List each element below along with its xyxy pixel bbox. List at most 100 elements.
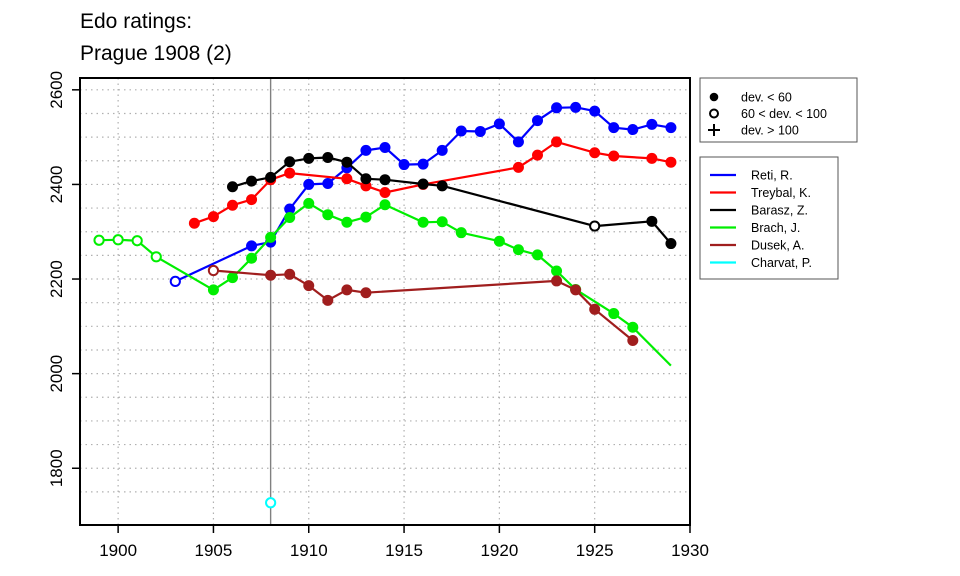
data-point [360,144,372,156]
y-tick-label: 2200 [47,260,66,298]
data-point [188,217,200,229]
data-point [570,101,582,113]
data-point [227,199,238,211]
data-point [646,118,658,130]
data-point-open [589,220,601,232]
data-point [227,181,238,193]
x-tick-label: 1910 [290,541,328,560]
data-point [341,173,353,185]
data-point [608,122,620,134]
legend-symbol-label: dev. > 100 [741,124,799,138]
x-tick-label: 1915 [385,541,423,560]
x-tick-label: 1930 [671,541,709,560]
series-legend-box [699,156,839,280]
data-point [417,178,429,190]
data-point [436,144,448,156]
data-point [360,173,372,185]
data-point-open [150,251,162,263]
legend-series-label: Barasz, Z. [751,204,808,218]
data-point-open [93,234,105,246]
data-point-open [207,264,220,277]
data-point [570,284,582,296]
data-point-open [131,235,143,247]
data-point [207,211,219,223]
data-point [265,269,277,281]
data-point [608,308,620,320]
data-point [532,149,543,161]
data-point [532,115,543,127]
data-point [665,122,677,134]
data-point [322,294,334,306]
data-point [207,284,219,296]
y-tick-label: 2000 [47,355,66,393]
legend-symbol-label: dev. < 60 [741,91,792,105]
data-point [284,212,296,224]
data-point [246,240,258,252]
legend-symbol-filled-circle [709,92,719,102]
data-point [627,335,639,347]
data-point [379,174,391,186]
legend-symbol-plus [708,124,720,136]
data-point [551,136,563,148]
data-point [284,156,296,168]
data-point-open [265,497,277,509]
x-tick-label: 1900 [99,541,137,560]
data-point [551,102,563,114]
data-point [379,199,391,211]
data-point [646,215,658,227]
data-point [608,150,620,162]
data-point [512,136,524,148]
data-point [646,152,658,164]
legends: dev. < 60 60 < dev. < 100 dev. > 100 Reti, … [699,77,858,280]
data-point [284,268,296,280]
data-point [322,177,334,189]
data-point [455,125,467,137]
legend-series-label: Brach, J. [751,221,800,235]
data-point [303,280,315,292]
series-layer [93,101,677,509]
series-line [213,269,634,342]
data-point [589,147,601,159]
data-point [303,178,315,190]
data-point-open [112,234,124,246]
data-point [246,175,258,187]
legend-symbol-label: 60 < dev. < 100 [741,107,827,121]
data-point [398,159,410,171]
axes: 1900 1905 1910 1915 1920 1925 1930 1800 2000 2200… [47,71,709,560]
data-point [341,216,353,228]
x-tick-label: 1905 [195,541,233,560]
data-point [493,118,505,130]
series-line [99,202,672,367]
symbol-legend-box [699,77,858,143]
data-point [341,156,353,168]
data-point [284,167,296,179]
data-point [436,180,448,192]
data-point [455,227,467,239]
legend-symbol-open-circle [709,108,719,119]
data-point [665,156,677,168]
data-point [474,125,486,137]
y-tick-label: 2600 [47,71,66,109]
legend-series-label: Reti, R. [751,169,793,183]
data-point [532,249,543,261]
y-tick-label: 1800 [47,449,66,487]
data-point [246,252,258,264]
data-point [341,284,353,296]
data-point [589,303,601,315]
data-point-open [169,275,181,287]
data-point [379,142,391,154]
data-point [512,244,524,256]
data-point [589,105,601,117]
data-point [665,238,677,250]
data-point [627,321,639,333]
data-point [512,161,524,173]
data-point [265,171,277,183]
data-point [627,124,639,136]
data-point [551,265,563,277]
data-point [303,197,315,209]
data-point [265,231,277,243]
data-point [417,216,429,228]
legend-series-label: Charvat, P. [751,256,812,270]
data-point [360,211,372,223]
data-point [246,194,258,206]
